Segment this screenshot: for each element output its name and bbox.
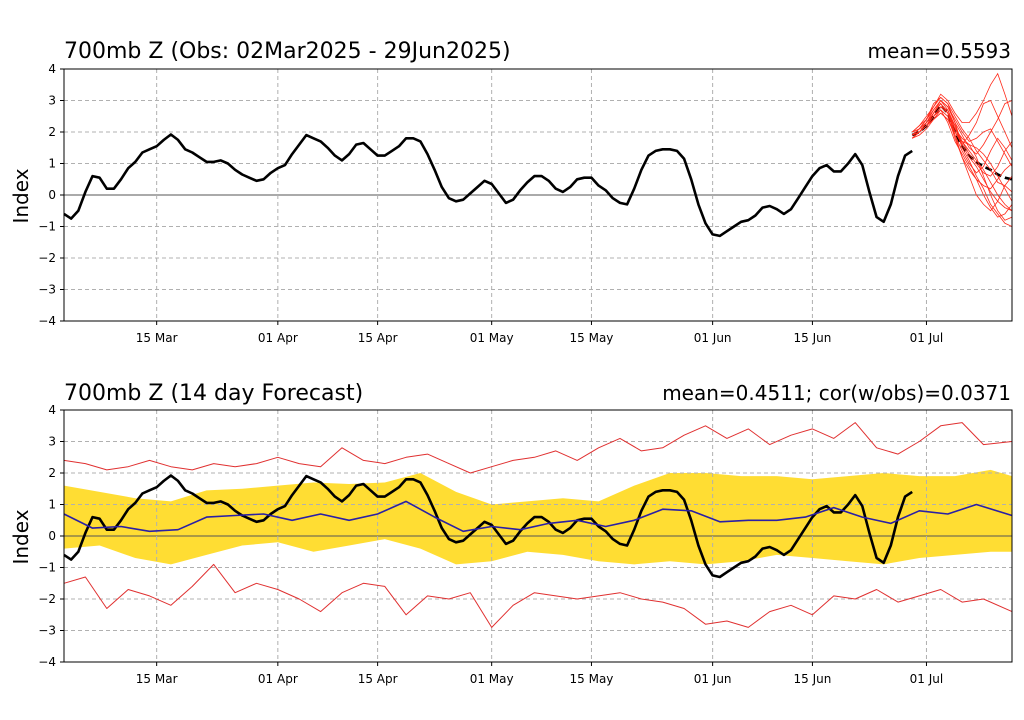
y-tick-label: 2: [48, 466, 56, 480]
y-tick-label: 2: [48, 125, 56, 139]
obs-line: [63, 474, 913, 579]
forecast-y-axis-label: Index: [9, 509, 33, 564]
forecast-mean-line: [63, 500, 1013, 533]
y-tick-label: −4: [38, 655, 56, 669]
x-tick-label: 15 Mar: [136, 331, 178, 345]
ensemble-member-line: [911, 102, 1013, 212]
y-tick-label: −3: [38, 624, 56, 638]
ensemble-mean-line: [911, 103, 1013, 181]
x-tick-label: 01 Jul: [910, 672, 944, 686]
obs-panel: 700mb Z (Obs: 02Mar2025 - 29Jun2025) mea…: [9, 39, 1013, 345]
x-tick-label: 01 May: [470, 672, 514, 686]
ensemble-member-line: [911, 106, 1013, 212]
y-tick-label: −2: [38, 592, 56, 606]
x-tick-label: 01 Apr: [258, 331, 298, 345]
x-tick-label: 15 May: [570, 672, 614, 686]
obs-plot-frame: [63, 68, 1013, 322]
y-tick-label: −4: [38, 314, 56, 328]
ensemble-member-line: [911, 96, 1013, 193]
x-tick-label: 01 Jun: [694, 672, 732, 686]
forecast-plot-frame: [63, 409, 1013, 663]
y-tick-label: 4: [48, 403, 56, 417]
x-tick-label: 15 Jun: [793, 331, 831, 345]
ensemble-member-line: [912, 112, 1013, 174]
y-tick-label: 1: [48, 157, 56, 171]
obs-panel-mean: mean=0.5593: [868, 39, 1011, 63]
y-tick-label: 3: [48, 435, 56, 449]
x-tick-label: 15 Apr: [358, 331, 398, 345]
forecast-panel: 700mb Z (14 day Forecast) mean=0.4511; c…: [9, 381, 1013, 686]
x-tick-label: 15 Apr: [358, 672, 398, 686]
y-tick-label: 1: [48, 498, 56, 512]
y-tick-label: −2: [38, 251, 56, 265]
obs-y-axis-label: Index: [9, 168, 33, 223]
x-tick-label: 01 Apr: [258, 672, 298, 686]
forecast-max-line: [63, 422, 1013, 474]
x-tick-label: 01 Jun: [694, 331, 732, 345]
y-tick-label: −3: [38, 283, 56, 297]
observed-line: [63, 133, 913, 238]
y-tick-label: 0: [48, 529, 56, 543]
obs-panel-title: 700mb Z (Obs: 02Mar2025 - 29Jun2025): [64, 39, 511, 64]
y-tick-label: −1: [38, 220, 56, 234]
ensemble-member-line: [911, 99, 1013, 155]
forecast-panel-title: 700mb Z (14 day Forecast): [64, 381, 363, 406]
y-tick-label: 4: [48, 62, 56, 76]
x-tick-label: 01 Jul: [910, 331, 944, 345]
y-tick-label: 0: [48, 188, 56, 202]
ensemble-member-line: [911, 99, 1013, 167]
y-tick-label: −1: [38, 561, 56, 575]
forecast-min-line: [63, 563, 1013, 628]
x-tick-label: 15 May: [570, 331, 614, 345]
ensemble-member-line: [911, 72, 1013, 133]
y-tick-label: 3: [48, 94, 56, 108]
x-tick-label: 01 May: [470, 331, 514, 345]
forecast-panel-stats: mean=0.4511; cor(w/obs)=0.0371: [662, 381, 1011, 405]
x-tick-label: 15 Jun: [793, 672, 831, 686]
x-tick-label: 15 Mar: [136, 672, 178, 686]
